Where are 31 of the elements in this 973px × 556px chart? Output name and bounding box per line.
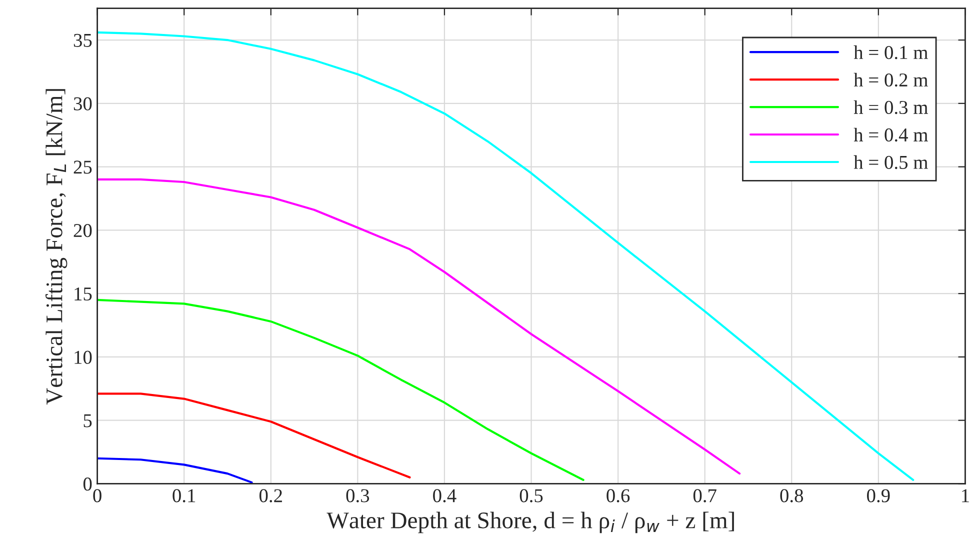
line-series (97, 298, 584, 481)
x-tick-label: 0 (93, 489, 102, 502)
y-tick-label: 30 (74, 97, 92, 110)
legend-label: h = 0.5 m (854, 155, 928, 170)
x-tick-label: 0.3 (346, 489, 370, 502)
y-tick-label: 10 (74, 350, 92, 364)
x-tick-label: 0.6 (606, 489, 630, 502)
y-tick-label: 20 (74, 224, 92, 238)
x-tick-label: 0.7 (693, 489, 716, 502)
x-tick-label: 0.2 (259, 489, 282, 502)
y-tick-label: 0 (83, 478, 92, 491)
x-tick-label: 0.5 (520, 489, 543, 502)
legend-label: h = 0.2 m (854, 72, 928, 87)
line-series (97, 178, 741, 475)
x-tick-label: 0.9 (867, 489, 890, 502)
legend-label: h = 0.3 m (854, 100, 928, 114)
y-axis-title: Vertical Lifting Force, F$_{L}$ [kN/m] (45, 89, 68, 405)
y-tick-label: 25 (74, 160, 92, 174)
line-series (97, 457, 253, 484)
x-tick-label: 0.1 (172, 489, 196, 502)
x-axis-title: Water Depth at Shore, d = h ρ$_{i}$ / ρ$_{w}$ + z [m] (326, 512, 734, 534)
y-tick-label: 15 (74, 287, 92, 301)
legend-label: h = 0.4 m (854, 128, 928, 142)
line-series (97, 31, 914, 481)
legend-label: h = 0.1 m (854, 45, 928, 60)
x-tick-label: 1 (962, 489, 969, 502)
y-tick-label: 35 (74, 34, 92, 47)
line-series (97, 392, 411, 478)
x-tick-label: 0.8 (780, 489, 804, 502)
y-tick-label: 5 (84, 414, 92, 428)
x-tick-label: 0.4 (433, 489, 456, 502)
